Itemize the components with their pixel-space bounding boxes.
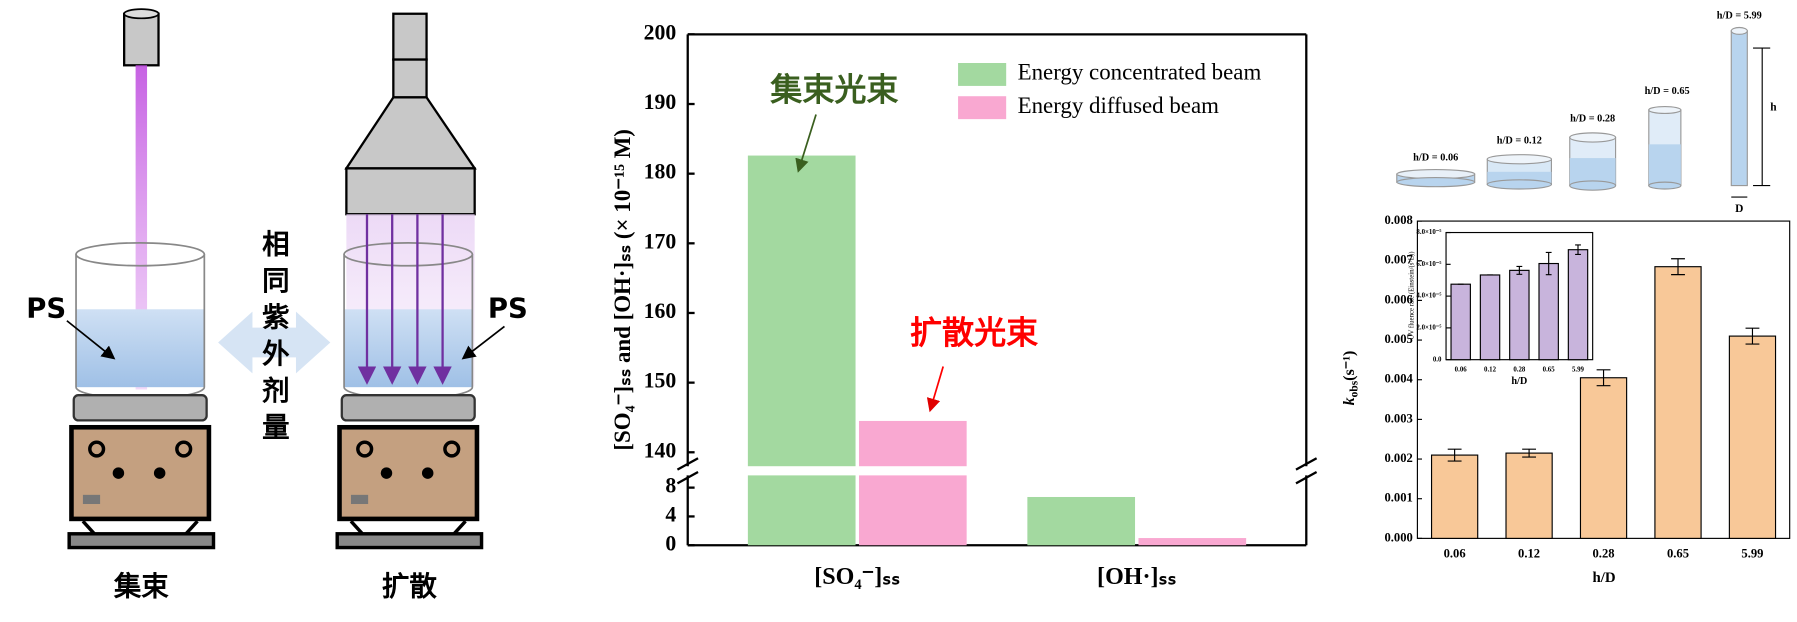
middle-text: 相同紫外剂量 — [257, 229, 290, 449]
error-bar — [1671, 258, 1685, 276]
y-tick-label: 0.0 — [1433, 356, 1442, 363]
y-tick-label: 160 — [644, 299, 677, 323]
legend-label: Energy concentrated beam — [1018, 60, 1262, 85]
y-tick-label: 0.008 — [1384, 213, 1412, 227]
bar — [858, 475, 967, 546]
device-diffused — [335, 12, 505, 550]
annotation: 集束光束 — [769, 71, 898, 109]
bar — [1654, 266, 1702, 539]
x-tick-label: 5.99 — [1741, 546, 1763, 560]
cylinder-label: h/D = 5.99 — [1717, 10, 1762, 21]
cylinders — [1396, 26, 1771, 198]
y-axis-label: kobs(s⁻¹) — [1340, 351, 1360, 406]
device-concentrated — [66, 8, 216, 550]
annotation: 扩散光束 — [910, 313, 1038, 351]
bar — [1509, 269, 1530, 361]
bar — [1505, 452, 1553, 539]
error-bar — [1575, 244, 1581, 256]
x-tick-label: 0.12 — [1518, 546, 1540, 560]
legend-label: Energy diffused beam — [1018, 93, 1219, 118]
x-tick-label: 0.28 — [1513, 367, 1526, 374]
bar — [1579, 377, 1628, 539]
y-tick-label: 190 — [644, 90, 677, 114]
double-arrow — [218, 311, 331, 374]
diameter-label: D — [1735, 203, 1743, 215]
y-tick-label: 0.003 — [1384, 411, 1412, 425]
y-tick-label: 0.000 — [1384, 530, 1412, 544]
y-tick-label: 200 — [644, 20, 677, 44]
y-tick-label: 0.002 — [1384, 451, 1412, 465]
bar — [747, 475, 856, 546]
x-tick-label: 0.06 — [1444, 546, 1466, 560]
axis-break — [1295, 457, 1318, 471]
label-concentrated: 集束 — [113, 571, 169, 603]
y-label-unit: (s⁻¹) — [1340, 351, 1357, 381]
legend-swatch — [958, 96, 1007, 120]
y-tick-label: 0 — [665, 531, 676, 555]
bar — [1430, 454, 1479, 539]
x-tick-label: [OH·]ₛₛ — [1097, 564, 1176, 590]
x-tick-label: 0.65 — [1543, 367, 1556, 374]
bar — [1138, 538, 1247, 546]
annotation-arrow — [926, 366, 944, 413]
y-tick-label: 150 — [644, 369, 677, 393]
inset-x-label: h/D — [1511, 376, 1527, 387]
x-tick-label: 0.28 — [1593, 546, 1615, 560]
axis-break — [1295, 470, 1318, 485]
x-tick-label: 0.06 — [1455, 367, 1468, 374]
bar — [747, 155, 856, 467]
x-tick-label: 0.65 — [1667, 546, 1689, 560]
x-tick-label: 5.99 — [1572, 367, 1585, 374]
inset-y-label: UV fluence rate (Einstein/(s·L)) — [1408, 252, 1415, 340]
x-tick-label: [SO₄⁻]ₛₛ — [814, 564, 900, 590]
bar — [1027, 496, 1136, 546]
y-tick-label: 0.006 — [1384, 292, 1412, 306]
x-tick-label: 0.12 — [1484, 367, 1497, 374]
cylinder-label: h/D = 0.65 — [1645, 86, 1690, 97]
axis-break — [676, 470, 699, 485]
bar — [1450, 283, 1471, 361]
y-label-symbol: k — [1340, 397, 1357, 405]
y-tick-label: 0.004 — [1384, 372, 1413, 386]
y-tick-label: 8 — [665, 474, 676, 498]
bar — [1728, 335, 1777, 539]
axis-break — [676, 457, 699, 471]
x-axis-label: h/D — [1593, 570, 1616, 586]
bar — [858, 420, 967, 467]
y-tick-label: 4.0×10⁻⁵ — [1416, 293, 1441, 300]
error-bar — [1745, 327, 1760, 345]
bar — [1567, 249, 1589, 361]
y-tick-label: 0.001 — [1384, 491, 1412, 505]
error-bar — [1596, 369, 1611, 387]
bar — [1538, 262, 1559, 361]
label-ps: PS — [488, 292, 528, 324]
y-tick-label: 0.005 — [1384, 332, 1412, 346]
y-tick-label: 2.0×10⁻⁵ — [1416, 324, 1441, 331]
y-tick-label: 6.0×10⁻⁵ — [1416, 261, 1441, 268]
annotation-arrow — [795, 114, 817, 173]
height-label: h — [1770, 101, 1777, 113]
y-tick-label: 8.0×10⁻⁵ — [1416, 229, 1441, 236]
y-tick-label: 0.007 — [1384, 253, 1412, 267]
error-bar — [1516, 265, 1523, 275]
error-bar — [1545, 251, 1552, 276]
cylinder-label: h/D = 0.12 — [1497, 135, 1542, 146]
cylinder-label: h/D = 0.28 — [1570, 113, 1615, 124]
label-ps: PS — [26, 292, 66, 324]
y-tick-label: 140 — [644, 438, 677, 462]
y-tick-label: 170 — [644, 229, 677, 253]
label-diffused: 扩散 — [382, 571, 437, 603]
y-label-subscript: obs — [1348, 380, 1360, 397]
error-bar — [1522, 448, 1537, 458]
cylinder-label: h/D = 0.06 — [1413, 152, 1458, 163]
legend-swatch — [958, 63, 1007, 86]
error-bar — [1447, 448, 1462, 462]
y-tick-label: 180 — [644, 160, 677, 184]
bar — [1479, 274, 1501, 361]
y-axis-label: [SO₄⁻]ₛₛ and [OH·]ₛₛ (× 10⁻¹⁵ M) — [610, 129, 635, 451]
y-tick-label: 4 — [665, 502, 676, 526]
